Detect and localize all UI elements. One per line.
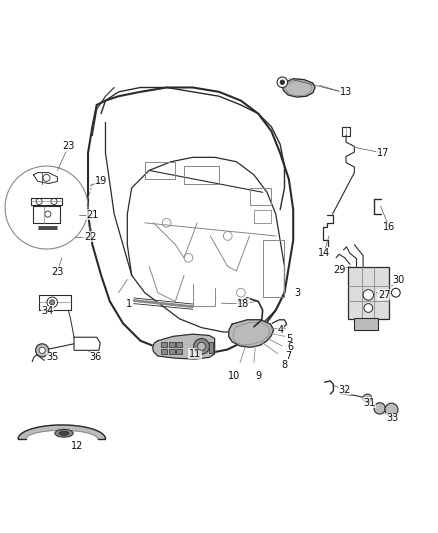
Text: 5: 5 <box>286 334 292 344</box>
Circle shape <box>364 304 373 312</box>
Bar <box>176 342 182 348</box>
Text: 30: 30 <box>392 274 404 285</box>
Text: 10: 10 <box>228 370 240 381</box>
Bar <box>209 342 213 352</box>
Text: 12: 12 <box>71 441 83 451</box>
Bar <box>169 342 175 348</box>
Text: 33: 33 <box>387 414 399 423</box>
Bar <box>161 342 167 348</box>
Bar <box>354 318 378 330</box>
Text: 8: 8 <box>282 360 288 370</box>
Text: 17: 17 <box>377 148 389 158</box>
Circle shape <box>47 297 57 308</box>
Text: 34: 34 <box>42 306 54 316</box>
Circle shape <box>194 338 209 354</box>
Polygon shape <box>229 320 274 348</box>
Text: 1: 1 <box>127 298 133 309</box>
Text: 23: 23 <box>51 266 64 277</box>
Text: 4: 4 <box>277 325 283 335</box>
Text: 3: 3 <box>294 288 300 298</box>
Text: 16: 16 <box>383 222 396 232</box>
Polygon shape <box>283 79 315 97</box>
Circle shape <box>374 403 385 414</box>
Circle shape <box>392 288 400 297</box>
Circle shape <box>39 348 45 353</box>
Text: 18: 18 <box>237 298 249 309</box>
Ellipse shape <box>55 430 73 437</box>
Circle shape <box>385 403 398 416</box>
Circle shape <box>277 77 288 87</box>
Polygon shape <box>18 425 106 439</box>
Text: 6: 6 <box>287 342 293 352</box>
Bar <box>169 349 175 354</box>
Text: 7: 7 <box>285 351 291 361</box>
Text: 19: 19 <box>95 176 107 187</box>
Text: 14: 14 <box>318 248 330 259</box>
Polygon shape <box>152 334 215 359</box>
Bar <box>348 266 389 319</box>
Text: 27: 27 <box>378 290 390 300</box>
Circle shape <box>363 289 374 300</box>
Text: 21: 21 <box>86 210 99 220</box>
Text: 36: 36 <box>90 352 102 362</box>
Text: 22: 22 <box>84 232 96 242</box>
Text: 13: 13 <box>339 87 352 97</box>
Bar <box>161 349 167 354</box>
Bar <box>176 349 182 354</box>
Circle shape <box>49 300 55 305</box>
Circle shape <box>198 343 205 350</box>
Circle shape <box>35 344 49 357</box>
Text: 29: 29 <box>333 264 345 274</box>
Text: 11: 11 <box>189 349 201 359</box>
Text: 9: 9 <box>255 370 261 381</box>
Circle shape <box>363 394 372 403</box>
Circle shape <box>280 80 285 84</box>
Text: 35: 35 <box>46 352 58 362</box>
Text: 23: 23 <box>62 141 74 151</box>
Text: 32: 32 <box>339 385 351 394</box>
Text: 31: 31 <box>364 398 376 408</box>
Ellipse shape <box>59 431 69 435</box>
